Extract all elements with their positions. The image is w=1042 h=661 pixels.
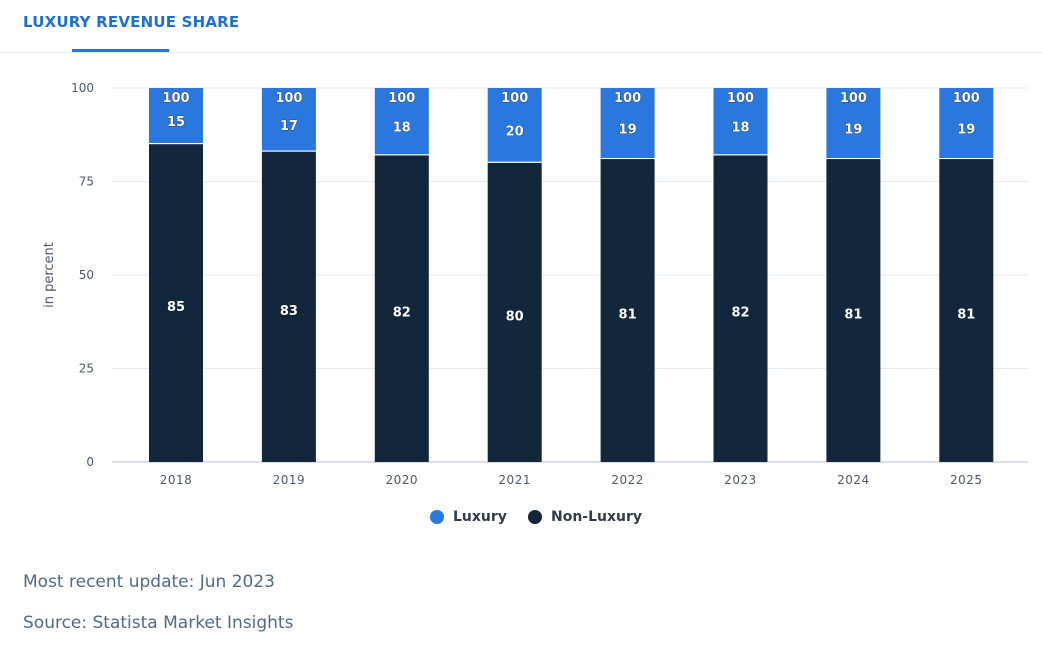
data-label-luxury: 19 (619, 123, 637, 138)
data-label-non-luxury: 85 (167, 300, 185, 315)
data-label-non-luxury: 83 (280, 304, 298, 319)
luxury-legend-dot (430, 510, 444, 524)
bar-non-luxury (374, 155, 429, 462)
x-tick-label: 2018 (160, 473, 193, 487)
active-tab-indicator (72, 49, 169, 52)
data-label-non-luxury: 80 (506, 309, 524, 324)
x-tick-label: 2019 (273, 473, 306, 487)
tab-bar: LUXURY REVENUE SHARE (0, 0, 1042, 53)
data-label-luxury: 18 (731, 121, 749, 136)
data-label-non-luxury: 81 (619, 308, 637, 323)
data-label-total: 100 (501, 91, 528, 106)
data-label-total: 100 (275, 91, 302, 106)
x-tick-label: 2022 (611, 473, 644, 487)
y-tick-label: 25 (79, 362, 94, 376)
legend-label-non-luxury: Non-Luxury (551, 509, 643, 525)
data-label-non-luxury: 81 (844, 308, 862, 323)
last-update-text: Most recent update: Jun 2023 (23, 572, 275, 592)
bar-non-luxury (826, 159, 881, 462)
bar-non-luxury (939, 159, 994, 462)
bar-luxury (487, 88, 542, 162)
data-label-luxury: 18 (393, 121, 411, 136)
chart-legend: Luxury Non-Luxury (0, 509, 1042, 531)
data-label-total: 100 (614, 91, 641, 106)
non-luxury-legend-dot (528, 510, 542, 524)
bar-luxury (374, 88, 429, 155)
y-tick-label: 75 (79, 175, 94, 189)
bar-luxury (149, 88, 203, 144)
data-label-luxury: 19 (957, 123, 975, 138)
bar-non-luxury (149, 144, 203, 462)
tab-luxury-revenue-share[interactable]: LUXURY REVENUE SHARE (23, 13, 240, 31)
bar-non-luxury (487, 162, 542, 463)
y-tick-label: 100 (71, 81, 94, 95)
x-tick-label: 2024 (837, 473, 870, 487)
bar-luxury (261, 88, 316, 151)
x-tick-label: 2023 (724, 473, 757, 487)
bar-non-luxury (713, 155, 768, 462)
y-tick-label: 50 (79, 268, 94, 282)
source-text: Source: Statista Market Insights (23, 613, 294, 633)
data-label-total: 100 (727, 91, 754, 106)
data-label-total: 100 (162, 91, 189, 106)
legend-label-luxury: Luxury (453, 509, 507, 525)
data-label-luxury: 17 (280, 119, 298, 134)
bar-luxury (939, 88, 994, 159)
bar-luxury (600, 88, 655, 159)
bar-luxury (713, 88, 768, 155)
x-tick-label: 2020 (386, 473, 419, 487)
legend-item-luxury[interactable]: Luxury (430, 509, 507, 525)
y-tick-label: 0 (86, 455, 94, 469)
bar-non-luxury (261, 151, 316, 462)
y-axis-title: in percent (42, 242, 57, 308)
legend-item-non-luxury[interactable]: Non-Luxury (528, 509, 642, 525)
data-label-non-luxury: 82 (393, 306, 411, 321)
data-label-non-luxury: 82 (731, 306, 749, 321)
data-label-luxury: 15 (167, 115, 185, 130)
x-tick-label: 2025 (950, 473, 983, 487)
data-label-non-luxury: 81 (957, 308, 975, 323)
bar-non-luxury (600, 159, 655, 462)
bar-luxury (826, 88, 881, 159)
data-label-total: 100 (388, 91, 415, 106)
x-tick-label: 2021 (498, 473, 531, 487)
data-label-total: 100 (840, 91, 867, 106)
data-label-luxury: 20 (506, 124, 524, 139)
data-label-total: 100 (953, 91, 980, 106)
data-label-luxury: 19 (844, 123, 862, 138)
